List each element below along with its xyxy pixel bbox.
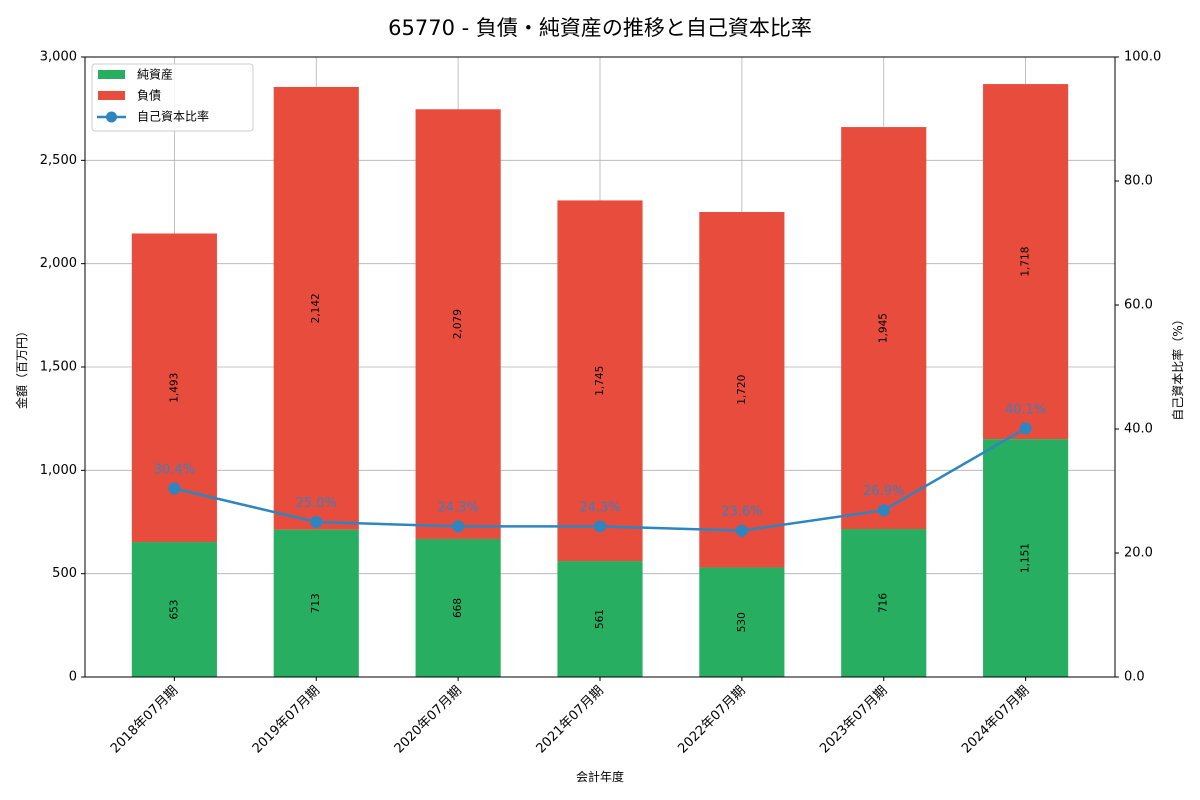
chart-title: 65770 - 負債・純資産の推移と自己資本比率: [388, 16, 812, 40]
legend-swatch-net-assets: [98, 70, 125, 79]
bar-label-liabilities: 1,720: [736, 375, 748, 405]
legend-label-ratio: 自己資本比率: [137, 109, 209, 124]
ratio-label: 30.4%: [154, 463, 195, 478]
bars: 653 1,493 713 2,142 668 2,079 561 1,745 530 1,720…: [131, 84, 1069, 677]
bar-label-liabilities: 1,745: [594, 366, 606, 396]
bar-liabilities: [557, 200, 643, 562]
bar-liabilities: [841, 127, 927, 530]
ratio-label: 40.1%: [1005, 402, 1046, 417]
right-tick-label: 80.0: [1124, 174, 1153, 189]
right-axis-label: 自己資本比率（%）: [1170, 313, 1185, 420]
bar-liabilities: [983, 84, 1069, 440]
x-tick-label: 2022年07月期: [675, 683, 748, 756]
bar-net-assets: [699, 567, 785, 677]
bar-label-net-assets: 530: [736, 612, 748, 632]
ratio-marker: [877, 504, 890, 517]
ratio-marker: [310, 516, 323, 528]
bar-label-liabilities: 2,079: [452, 309, 464, 339]
bar-net-assets: [841, 529, 927, 677]
bar-liabilities: [699, 212, 785, 568]
ratio-marker: [452, 520, 465, 533]
x-tick-label: 2023年07月期: [817, 683, 890, 756]
x-tick-label: 2018年07月期: [108, 683, 181, 756]
x-tick-label: 2021年07月期: [534, 683, 607, 756]
legend-label-net-assets: 純資産: [137, 67, 173, 82]
left-tick-label: 1,000: [40, 463, 77, 478]
right-tick-label: 100.0: [1124, 50, 1161, 65]
bar-net-assets: [131, 542, 217, 677]
bar-net-assets: [557, 561, 643, 677]
bar-label-net-assets: 713: [310, 593, 322, 613]
right-tick-label: 0.0: [1124, 670, 1145, 685]
bar-label-liabilities: 2,142: [310, 293, 322, 323]
left-tick-label: 2,000: [40, 256, 77, 271]
ratio-label: 24.3%: [437, 500, 478, 515]
ratio-marker: [1019, 422, 1032, 435]
left-tick-label: 3,000: [40, 50, 77, 65]
ratio-line: 30.4% 25.0% 24.3% 24.3% 23.6% 26.9% 40.1%: [154, 402, 1046, 537]
bar-label-net-assets: 561: [594, 609, 606, 629]
right-tick-label: 20.0: [1124, 546, 1153, 561]
ratio-label: 24.3%: [579, 500, 620, 515]
ratio-label: 25.0%: [296, 496, 337, 511]
right-tick-label: 40.0: [1124, 422, 1153, 437]
legend-swatch-liabilities: [98, 91, 125, 100]
bar-liabilities: [415, 109, 501, 539]
bar-label-liabilities: 1,718: [1020, 247, 1032, 277]
bar-label-liabilities: 1,493: [168, 373, 180, 403]
ratio-marker: [168, 482, 181, 495]
left-tick-label: 500: [52, 566, 77, 581]
legend-box: [91, 63, 254, 132]
x-tick-label: 2019年07月期: [250, 683, 323, 756]
x-tick-label: 2020年07月期: [392, 683, 465, 756]
bar-label-net-assets: 653: [168, 599, 180, 619]
left-axis-label: 金額（百万円）: [14, 325, 29, 409]
x-axis-label: 会計年度: [576, 769, 624, 784]
bar-net-assets: [983, 439, 1069, 677]
left-tick-label: 1,500: [40, 360, 77, 375]
left-tick-label: 0: [69, 670, 77, 685]
bar-label-liabilities: 1,945: [878, 313, 890, 343]
ratio-label: 23.6%: [721, 505, 762, 520]
legend-label-liabilities: 負債: [137, 88, 161, 103]
ratio-label: 26.9%: [863, 484, 904, 499]
bar-net-assets: [415, 538, 501, 677]
bar-label-net-assets: 716: [878, 593, 890, 613]
x-tick-label: 2024年07月期: [959, 683, 1032, 756]
left-tick-label: 2,500: [40, 153, 77, 168]
ratio-marker: [594, 520, 606, 533]
right-tick-label: 60.0: [1124, 298, 1153, 313]
ratio-marker: [735, 524, 748, 537]
bar-net-assets: [273, 529, 359, 677]
bar-label-net-assets: 668: [452, 598, 464, 618]
legend-marker-ratio: [106, 111, 117, 123]
bar-liabilities: [273, 86, 359, 530]
bar-label-net-assets: 1,151: [1020, 543, 1032, 573]
